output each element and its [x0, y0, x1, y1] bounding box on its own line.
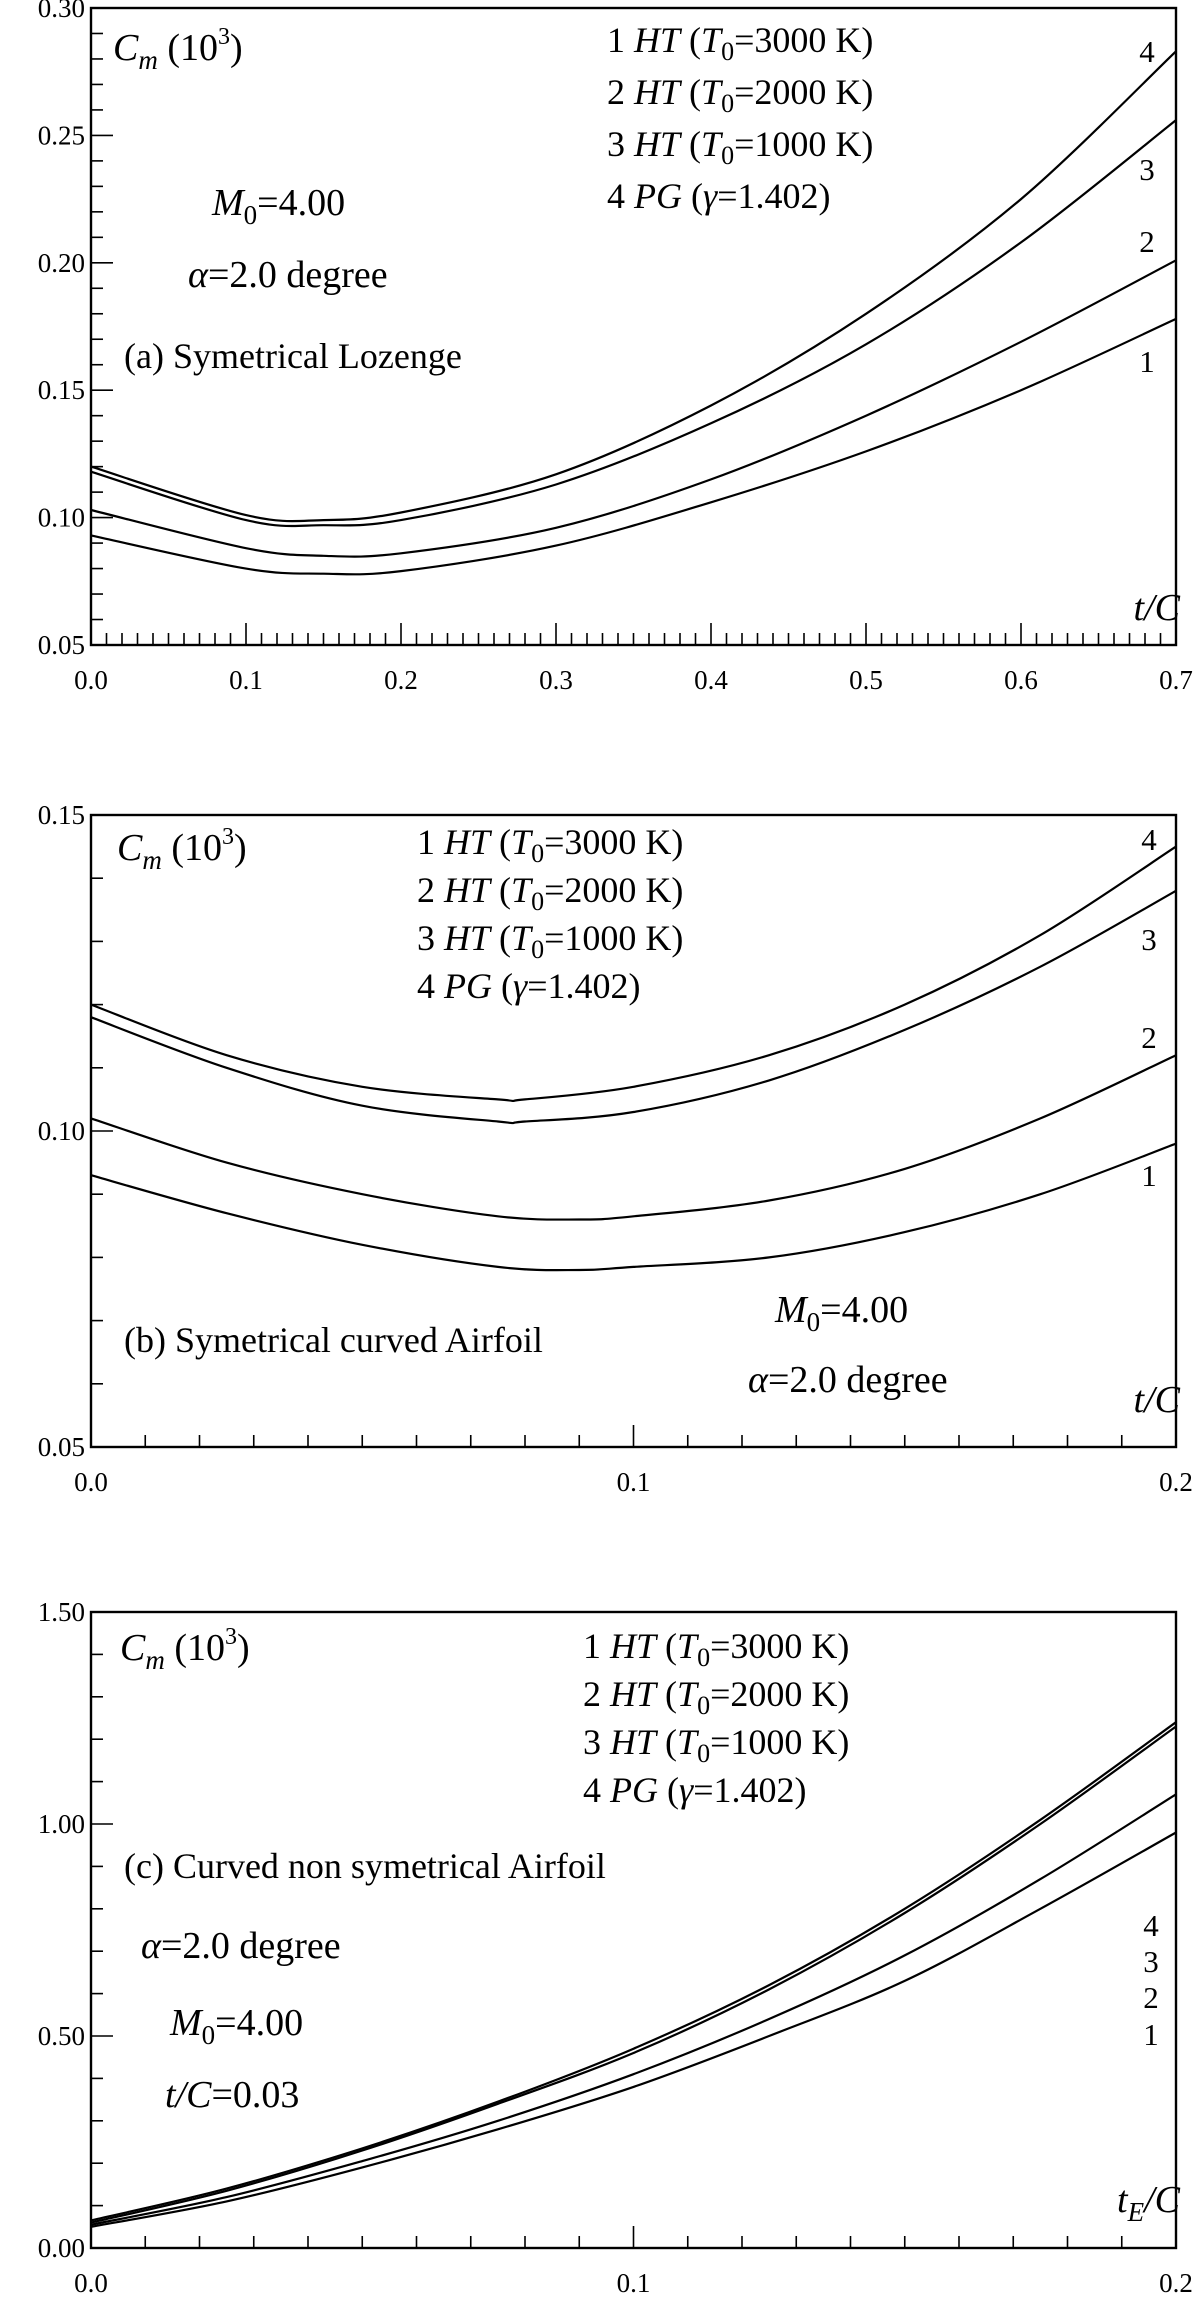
series-end-label-2: 2 — [1143, 1980, 1159, 2015]
legend-entry-1: 1 HT (T0=3000 K) — [583, 1626, 849, 1672]
series-line-2 — [90, 1793, 1177, 2226]
x-tick-label: 0.5 — [849, 665, 883, 695]
y-tick-label: 0.00 — [38, 2233, 85, 2263]
x-tick-label: 0.2 — [1159, 1467, 1193, 1497]
y-tick-label: 0.10 — [38, 1116, 85, 1146]
x-tick-label: 0.3 — [539, 665, 573, 695]
y-axis-label: Cm (103) — [117, 824, 247, 875]
series-end-label-3: 3 — [1139, 152, 1155, 187]
legend-entry-3: 3 HT (T0=1000 K) — [417, 918, 683, 964]
legend-entry-1: 1 HT (T0=3000 K) — [417, 822, 683, 868]
series-end-label-2: 2 — [1141, 1020, 1157, 1055]
x-tick-label: 0.0 — [74, 2268, 108, 2298]
series-line-2 — [90, 1054, 1177, 1221]
series-end-label-3: 3 — [1141, 922, 1157, 957]
y-tick-label: 0.05 — [38, 630, 85, 660]
legend-entry-4: 4 PG (γ=1.402) — [417, 966, 640, 1006]
x-tick-label: 0.2 — [384, 665, 418, 695]
annotation: M0=4.00 — [211, 182, 345, 230]
panel-subtitle: (a) Symetrical Lozenge — [124, 336, 462, 376]
annotation: t/C=0.03 — [165, 2074, 299, 2116]
series-line-1 — [90, 1142, 1177, 1272]
y-axis-label: Cm (103) — [113, 24, 243, 75]
series-end-label-1: 1 — [1141, 1158, 1157, 1193]
series-line-1 — [90, 317, 1177, 576]
y-tick-label: 0.10 — [38, 503, 85, 533]
series-line-3 — [90, 1725, 1177, 2224]
series-end-label-4: 4 — [1139, 34, 1155, 69]
x-tick-label: 0.0 — [74, 665, 108, 695]
x-axis-label: tE/C — [1117, 2179, 1181, 2227]
series-line-1 — [90, 1831, 1177, 2228]
series-line-4 — [90, 1721, 1177, 2222]
y-tick-label: 0.30 — [38, 0, 85, 23]
series-end-label-4: 4 — [1143, 1908, 1159, 1943]
legend-entry-3: 3 HT (T0=1000 K) — [607, 124, 873, 170]
y-tick-label: 0.15 — [38, 375, 85, 405]
x-axis-label: t/C — [1134, 587, 1181, 629]
y-tick-label: 0.05 — [38, 1432, 85, 1462]
x-axis-label: t/C — [1134, 1379, 1181, 1421]
chart-panel-1: 0.0 0.1 0.2 0.3 0.4 0.5 0.6 0.7 0.05 0.10 0.15 0.20… — [38, 0, 1193, 695]
series-line-3 — [90, 889, 1177, 1125]
x-tick-label: 0.7 — [1159, 665, 1193, 695]
y-axis-label: Cm (103) — [120, 1624, 250, 1675]
annotation: α=2.0 degree — [141, 1925, 341, 1967]
legend-entry-2: 2 HT (T0=2000 K) — [417, 870, 683, 916]
series-line-3 — [90, 119, 1177, 528]
x-tick-label: 0.2 — [1159, 2268, 1193, 2298]
series-line-2 — [90, 259, 1177, 558]
x-tick-label: 0.6 — [1004, 665, 1038, 695]
series-line-4 — [90, 845, 1177, 1103]
series-end-label-2: 2 — [1139, 224, 1155, 259]
legend-entry-2: 2 HT (T0=2000 K) — [583, 1674, 849, 1720]
x-tick-label: 0.1 — [229, 665, 263, 695]
y-tick-label: 1.50 — [38, 1597, 85, 1627]
y-tick-label: 0.50 — [38, 2021, 85, 2051]
panel-subtitle: (c) Curved non symetrical Airfoil — [124, 1846, 606, 1886]
y-tick-label: 0.20 — [38, 248, 85, 278]
chart-panel-3: 0.0 0.1 0.2 0.00 0.50 1.00 1.50 Cm (103) 1 HT (T… — [38, 1597, 1193, 2298]
x-tick-label: 0.1 — [617, 1467, 651, 1497]
y-tick-label: 1.00 — [38, 1809, 85, 1839]
legend-entry-3: 3 HT (T0=1000 K) — [583, 1722, 849, 1768]
x-tick-label: 0.0 — [74, 1467, 108, 1497]
x-tick-label: 0.4 — [694, 665, 728, 695]
chart-panel-2: 0.0 0.1 0.2 0.05 0.10 0.15 Cm (103) 1 HT (T0=30… — [38, 800, 1193, 1497]
legend-entry-4: 4 PG (γ=1.402) — [607, 176, 830, 216]
annotation: α=2.0 degree — [188, 254, 388, 296]
series-end-label-3: 3 — [1143, 1944, 1159, 1979]
annotation: M0=4.00 — [169, 2002, 303, 2050]
legend-entry-1: 1 HT (T0=3000 K) — [607, 20, 873, 66]
x-tick-label: 0.1 — [617, 2268, 651, 2298]
legend-entry-2: 2 HT (T0=2000 K) — [607, 72, 873, 118]
legend-entry-4: 4 PG (γ=1.402) — [583, 1770, 806, 1810]
series-end-label-1: 1 — [1139, 344, 1155, 379]
series-end-label-1: 1 — [1143, 2017, 1159, 2052]
panel-subtitle: (b) Symetrical curved Airfoil — [124, 1320, 543, 1360]
annotation: α=2.0 degree — [748, 1359, 948, 1401]
y-tick-label: 0.15 — [38, 800, 85, 830]
series-line-4 — [90, 50, 1177, 523]
series-end-label-4: 4 — [1141, 822, 1157, 857]
annotation: M0=4.00 — [774, 1289, 908, 1337]
y-tick-label: 0.25 — [38, 120, 85, 150]
